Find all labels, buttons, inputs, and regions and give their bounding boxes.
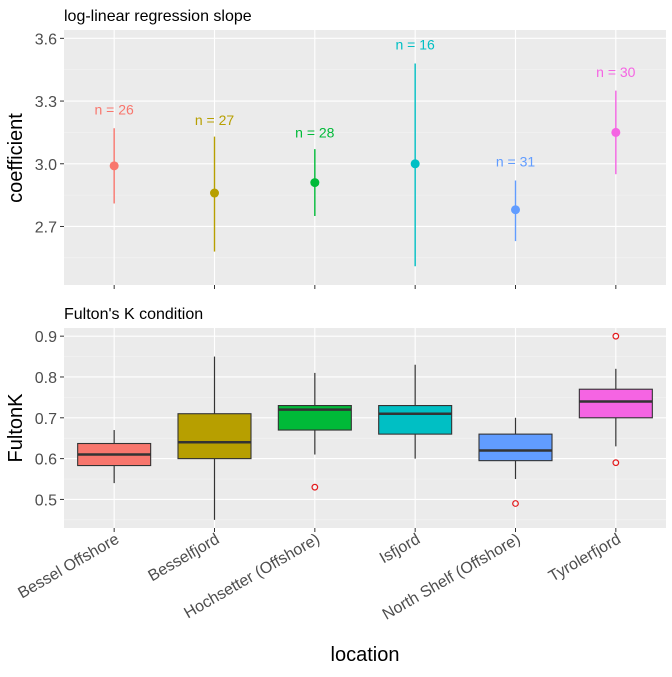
estimate-point-north-shelf-offshore (511, 205, 520, 215)
fulton-y-tick-label: 0.7 (35, 411, 57, 428)
fulton-y-axis-title: FultonK (5, 393, 27, 463)
x-axis-title: location (331, 644, 400, 666)
slope-panel-background (64, 30, 666, 285)
fulton-chart-subtitle: Fulton's K condition (64, 306, 203, 323)
outlier-north-shelf-offshore (512, 500, 519, 507)
fulton-x-ticks (113, 528, 617, 532)
slope-y-tick-label: 2.7 (35, 219, 57, 236)
sample-size-label-tyrolerfjord: n = 30 (596, 64, 636, 80)
slope-y-ticks: 2.7 3.0 3.3 3.6 (35, 31, 64, 236)
slope-marks: n = 26 n = 27 n = 28 n = 16 n = 31 n = 30 (95, 37, 636, 267)
estimate-point-hochsetter-offshore (310, 178, 320, 188)
slope-chart: log-linear regression slope 2.7 3.0 3.3 3.6… (5, 8, 666, 289)
estimate-point-isfjord (410, 159, 420, 169)
sample-size-label-bessel-offshore: n = 26 (95, 101, 135, 117)
fulton-y-tick-label: 0.9 (35, 329, 57, 346)
fulton-y-tick-label: 0.5 (35, 492, 57, 509)
box-north-shelf-offshore (478, 433, 553, 462)
estimate-point-bessel-offshore (109, 161, 119, 171)
sample-size-label-north-shelf-offshore: n = 31 (496, 154, 536, 170)
slope-y-tick-label: 3.3 (35, 94, 57, 111)
outlier-hochsetter-offshore (311, 483, 319, 491)
slope-x-ticks (113, 285, 617, 289)
sample-size-label-isfjord: n = 16 (396, 37, 436, 53)
outlier-tyrolerfjord (612, 459, 620, 467)
estimate-point-tyrolerfjord (611, 127, 621, 137)
box-besselfjord (177, 413, 252, 460)
fulton-y-ticks: 0.5 0.6 0.7 0.8 0.9 (35, 329, 64, 509)
outlier-tyrolerfjord (612, 332, 620, 340)
fulton-panel-background (64, 328, 666, 528)
estimate-point-besselfjord (210, 188, 219, 198)
slope-y-axis-title: coefficient (5, 113, 27, 203)
fulton-marks (77, 332, 653, 520)
sample-size-label-besselfjord: n = 27 (195, 112, 235, 128)
fulton-y-tick-label: 0.6 (35, 452, 57, 469)
fulton-y-tick-label: 0.8 (35, 370, 57, 387)
sample-size-label-hochsetter-offshore: n = 28 (295, 124, 335, 140)
slope-chart-subtitle: log-linear regression slope (64, 8, 252, 25)
box-isfjord (378, 405, 453, 435)
slope-y-tick-label: 3.6 (35, 31, 57, 48)
box-tyrolerfjord (578, 388, 653, 419)
slope-y-tick-label: 3.0 (35, 157, 57, 174)
